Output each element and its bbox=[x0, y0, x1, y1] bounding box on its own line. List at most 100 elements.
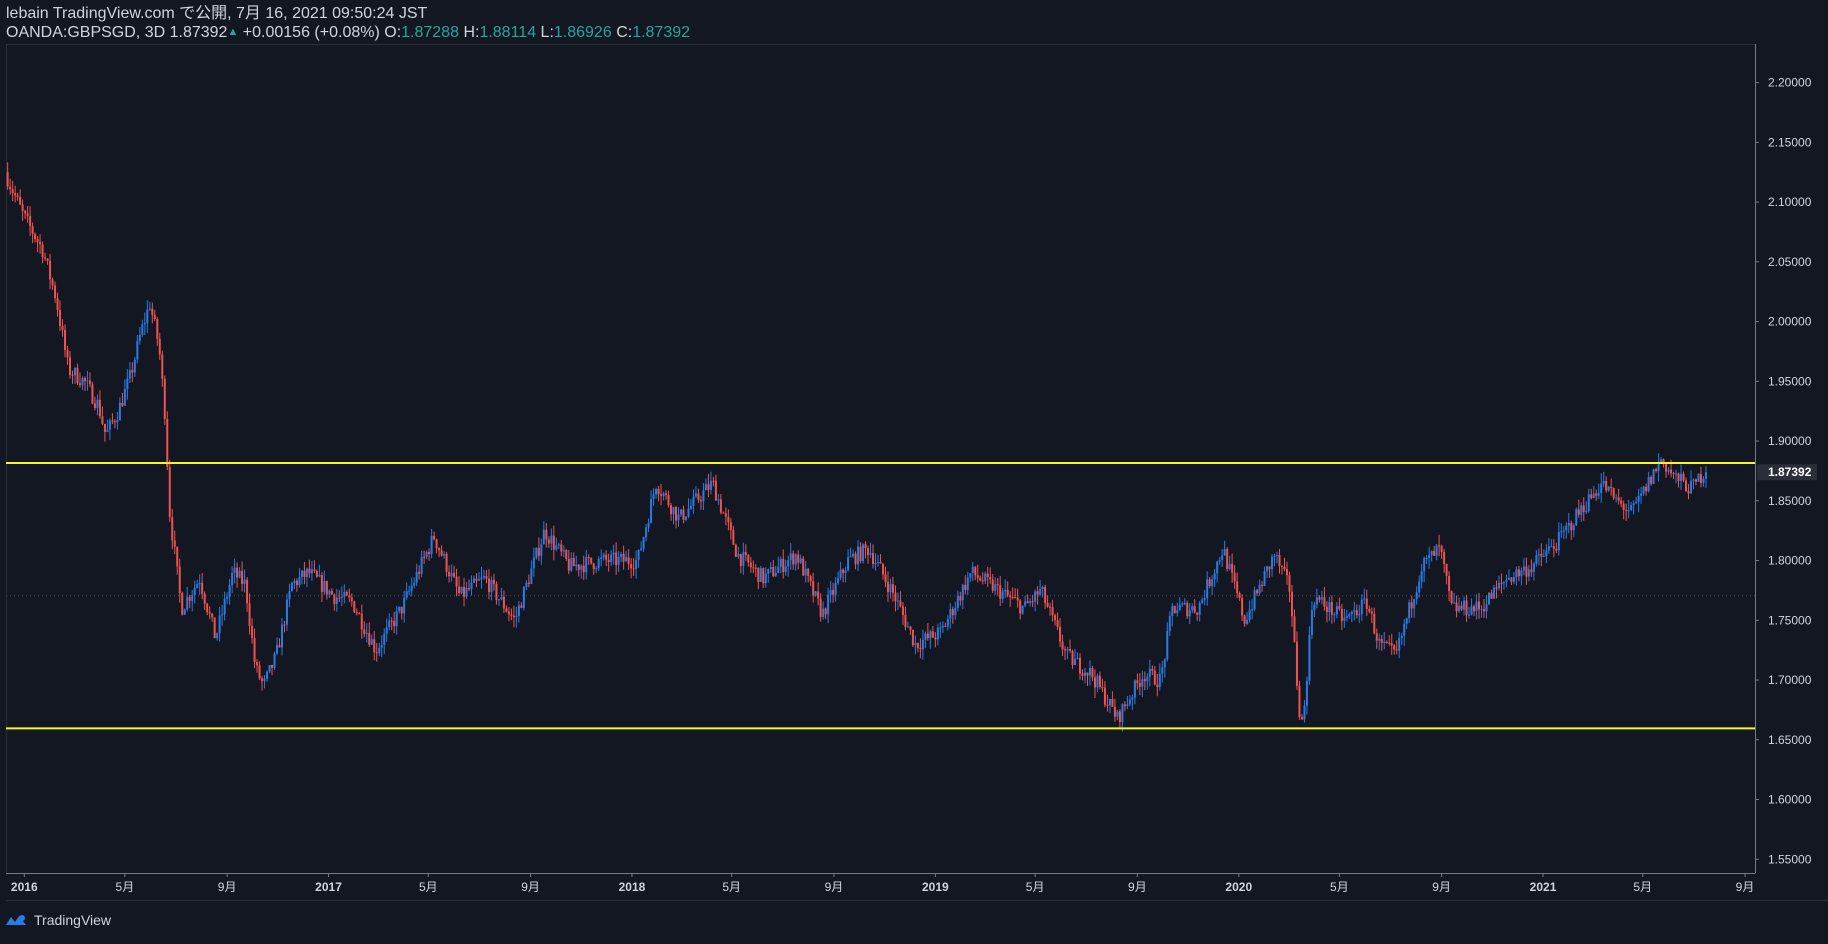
candle-body bbox=[1266, 566, 1269, 572]
candle-body bbox=[901, 606, 904, 615]
candle-body bbox=[73, 368, 76, 376]
candle-body bbox=[1637, 495, 1640, 502]
candle-body bbox=[400, 606, 403, 614]
candle-body bbox=[1510, 577, 1513, 582]
candle-body bbox=[1445, 563, 1448, 576]
candle-body bbox=[1330, 602, 1333, 615]
x-tick-label: 5月 bbox=[1633, 880, 1652, 894]
candle-body bbox=[1158, 673, 1161, 688]
candle-body bbox=[1640, 493, 1643, 496]
candle-body bbox=[1582, 505, 1585, 513]
y-tick-label: 1.75000 bbox=[1768, 613, 1812, 627]
candle-body bbox=[1031, 601, 1034, 603]
candle-body bbox=[473, 578, 476, 583]
candle-body bbox=[113, 421, 116, 423]
candle-body bbox=[1236, 581, 1239, 594]
close-label: C: bbox=[616, 24, 633, 41]
x-tick-label: 9月 bbox=[218, 880, 237, 894]
candle-body bbox=[71, 374, 74, 376]
candle-body bbox=[1478, 601, 1481, 610]
candle-body bbox=[1009, 595, 1012, 598]
candle-body bbox=[1238, 593, 1241, 598]
candle-body bbox=[881, 563, 884, 575]
candle-body bbox=[610, 554, 613, 563]
candle-body bbox=[517, 605, 520, 616]
candle-body bbox=[1161, 667, 1164, 674]
candle-body bbox=[505, 608, 508, 612]
candle-body bbox=[1016, 597, 1019, 601]
candle-body bbox=[1502, 581, 1505, 584]
candle-body bbox=[894, 592, 897, 602]
candle-body bbox=[1051, 607, 1054, 616]
candle-body bbox=[1632, 503, 1635, 506]
candle-body bbox=[1358, 614, 1361, 616]
candle-body bbox=[335, 597, 338, 605]
candle-body bbox=[585, 557, 588, 573]
candle-body bbox=[744, 552, 747, 555]
candle-body bbox=[320, 575, 323, 592]
candle-body bbox=[547, 539, 550, 544]
candle-body bbox=[1423, 558, 1426, 572]
candle-body bbox=[542, 529, 545, 545]
candle-body bbox=[592, 563, 595, 570]
candle-body bbox=[1687, 491, 1690, 494]
candle-body bbox=[1587, 494, 1590, 512]
candle-body bbox=[1620, 500, 1623, 504]
candle-body bbox=[246, 579, 249, 604]
candle-body bbox=[1171, 605, 1174, 616]
candle-body bbox=[1495, 587, 1498, 589]
candle-body bbox=[679, 509, 682, 515]
candle-body bbox=[1480, 609, 1483, 611]
candle-body bbox=[999, 585, 1002, 599]
candle-body bbox=[1487, 592, 1490, 605]
candle-body bbox=[203, 593, 206, 604]
candle-body bbox=[797, 554, 800, 563]
candle-body bbox=[1228, 563, 1231, 569]
candle-body bbox=[507, 611, 510, 615]
candle-body bbox=[1675, 473, 1678, 475]
candle-body bbox=[1483, 609, 1486, 612]
candle-body bbox=[93, 403, 96, 408]
candle-body bbox=[31, 226, 34, 235]
candle-body bbox=[954, 607, 957, 616]
x-tick-label: 9月 bbox=[1128, 880, 1147, 894]
candle-body bbox=[1263, 571, 1266, 586]
candle-body bbox=[1251, 609, 1254, 611]
candle-body bbox=[221, 614, 224, 616]
low-label: L: bbox=[540, 24, 554, 41]
candle-body bbox=[854, 553, 857, 565]
candle-body bbox=[1657, 461, 1660, 472]
candle-body bbox=[1211, 579, 1214, 587]
candle-body bbox=[1689, 480, 1692, 494]
footer: TradingView bbox=[4, 910, 111, 930]
candle-body bbox=[769, 566, 772, 570]
candle-body bbox=[847, 557, 850, 571]
candle-body bbox=[675, 507, 678, 521]
candle-body bbox=[413, 582, 416, 586]
candle-body bbox=[612, 552, 615, 555]
candle-body bbox=[869, 553, 872, 555]
candle-body bbox=[1350, 611, 1353, 615]
candle-body bbox=[1600, 483, 1603, 494]
candle-body bbox=[1313, 604, 1316, 611]
candle-body bbox=[520, 605, 523, 608]
candle-body bbox=[1106, 704, 1109, 706]
candle-body bbox=[1517, 569, 1520, 577]
candle-body bbox=[111, 420, 114, 422]
candle-body bbox=[1203, 598, 1206, 600]
candle-body bbox=[1607, 486, 1610, 491]
candle-body bbox=[290, 582, 293, 592]
candle-body bbox=[435, 539, 438, 549]
candle-body bbox=[1453, 602, 1456, 604]
candle-body bbox=[1557, 532, 1560, 551]
candle-body bbox=[405, 591, 408, 598]
candle-body bbox=[126, 378, 129, 389]
candle-body bbox=[293, 580, 296, 583]
x-tick-label: 2021 bbox=[1530, 880, 1557, 894]
candle-body bbox=[1530, 569, 1533, 572]
candle-body bbox=[1320, 597, 1323, 600]
candle-body bbox=[799, 558, 802, 563]
candle-body bbox=[430, 535, 433, 555]
